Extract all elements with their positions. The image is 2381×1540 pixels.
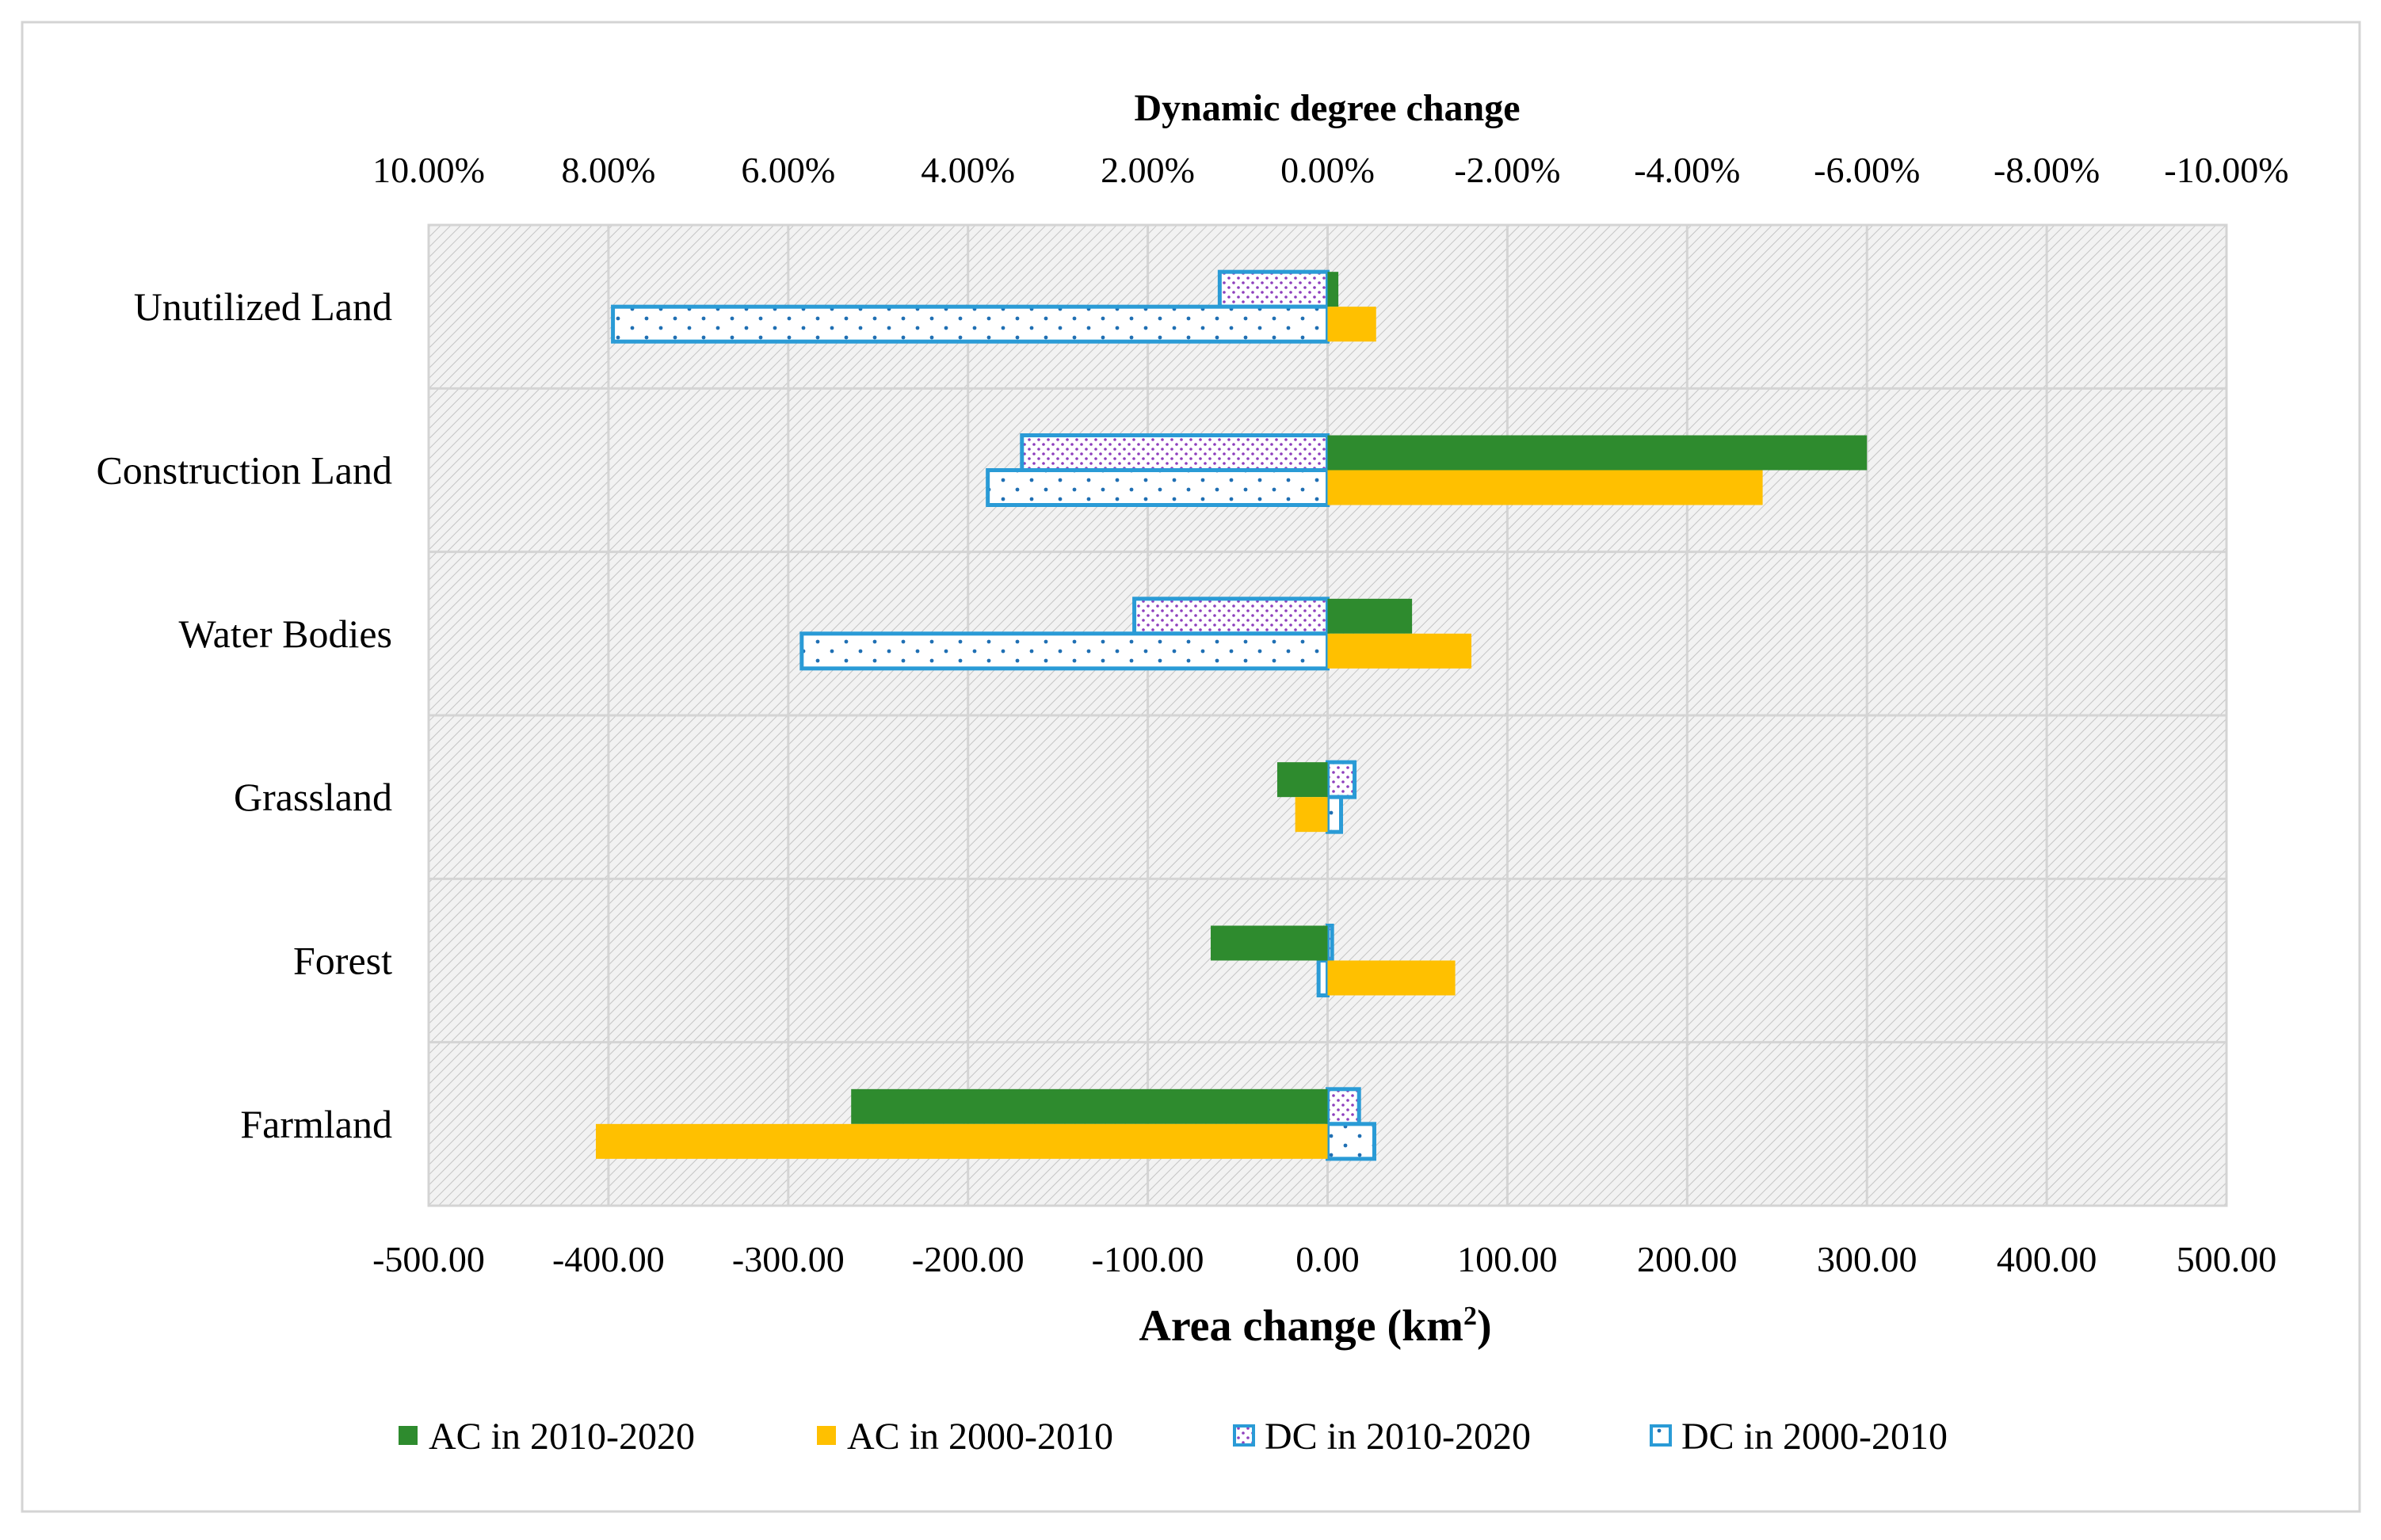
x-axis-tick-labels: -500.00 -400.00 -300.00 -200.00 -100.00 0.00 1… <box>372 1239 2276 1279</box>
top-tick-label: -10.00% <box>2164 150 2288 190</box>
legend-swatch <box>1650 1424 1672 1447</box>
bar-dc-2010-2020 <box>1217 269 1330 309</box>
bar-dc-2000-2010 <box>1326 795 1344 834</box>
x-tick-label: 100.00 <box>1457 1239 1558 1279</box>
plot-area-border <box>427 223 2228 1207</box>
top-axis-tick-labels: 10.00% 8.00% 6.00% 4.00% 2.00% 0.00% -2.00% -4.… <box>372 150 2288 190</box>
legend-label: AC in 2000-2010 <box>847 1416 1113 1458</box>
x-axis-title-sup: 2 <box>1463 1302 1477 1331</box>
x-tick-label: 400.00 <box>1997 1239 2097 1279</box>
bar-ac-2000-2010 <box>1327 307 1376 342</box>
bar-ac-2000-2010 <box>1327 960 1456 996</box>
x-tick-label: -500.00 <box>372 1239 485 1279</box>
x-tick-label: 300.00 <box>1817 1239 1917 1279</box>
category-label: Water Bodies <box>178 612 392 656</box>
legend-swatch <box>1233 1424 1255 1447</box>
top-tick-label: -4.00% <box>1634 150 1740 190</box>
bar-dc-2010-2020 <box>1020 433 1330 472</box>
bar-ac-2000-2010 <box>1295 797 1328 833</box>
bar-dc-2000-2010 <box>611 304 1330 344</box>
bar-dc-2010-2020 <box>1326 924 1334 962</box>
bar-dc-2010-2020 <box>1326 1087 1361 1126</box>
top-tick-label: 8.00% <box>561 150 655 190</box>
top-tick-label: -6.00% <box>1814 150 1920 190</box>
bar-dc-2010-2020 <box>1326 760 1357 799</box>
x-tick-label: -300.00 <box>732 1239 845 1279</box>
x-tick-label: 0.00 <box>1295 1239 1360 1279</box>
bar-ac-2000-2010 <box>596 1123 1328 1159</box>
bar-ac-2010-2020 <box>1276 762 1328 798</box>
legend-swatch <box>817 1426 836 1445</box>
bar-ac-2010-2020 <box>1211 925 1328 961</box>
bar-dc-2000-2010 <box>986 468 1330 507</box>
x-tick-label: -400.00 <box>552 1239 665 1279</box>
category-label: Forest <box>293 939 392 983</box>
top-tick-label: 4.00% <box>921 150 1015 190</box>
grid-lines <box>429 225 2226 1206</box>
category-label: Construction Land <box>96 448 392 493</box>
legend-label: DC in 2000-2010 <box>1681 1416 1948 1458</box>
bars-group <box>596 269 1868 1161</box>
top-axis-title: Dynamic degree change <box>1134 87 1520 129</box>
category-label: Unutilized Land <box>134 284 392 329</box>
x-tick-label: 500.00 <box>2177 1239 2277 1279</box>
bar-ac-2000-2010 <box>1327 470 1763 505</box>
x-axis-title-main: Area change (km <box>1139 1302 1463 1351</box>
category-label: Grassland <box>234 775 392 819</box>
top-tick-label: -8.00% <box>1994 150 2100 190</box>
x-axis-title-end: ) <box>1477 1302 1492 1351</box>
bar-dc-2000-2010 <box>1326 1122 1376 1161</box>
category-label: Farmland <box>240 1102 392 1146</box>
top-tick-label: 2.00% <box>1101 150 1195 190</box>
legend-label: AC in 2010-2020 <box>429 1416 695 1458</box>
top-tick-label: 10.00% <box>372 150 485 190</box>
bar-dc-2000-2010 <box>799 631 1330 671</box>
bar-ac-2010-2020 <box>851 1088 1328 1124</box>
bar-dc-2010-2020 <box>1132 597 1330 636</box>
bar-ac-2010-2020 <box>1327 435 1868 471</box>
legend-label: DC in 2010-2020 <box>1265 1416 1531 1458</box>
x-axis-title: Area change (km2) <box>1139 1302 1491 1351</box>
x-tick-label: -200.00 <box>912 1239 1025 1279</box>
x-tick-label: 200.00 <box>1637 1239 1738 1279</box>
category-labels: Unutilized Land Construction Land Water Bo… <box>96 284 392 1146</box>
legend-swatch <box>399 1426 418 1445</box>
bar-ac-2010-2020 <box>1327 272 1339 307</box>
top-tick-label: -2.00% <box>1454 150 1560 190</box>
top-tick-label: 0.00% <box>1280 150 1375 190</box>
top-tick-label: 6.00% <box>741 150 835 190</box>
bar-ac-2010-2020 <box>1327 598 1413 634</box>
legend: AC in 2010-2020 AC in 2000-2010 DC in 2010… <box>399 1416 1948 1458</box>
bar-dc-2000-2010 <box>1316 959 1330 997</box>
x-tick-label: -100.00 <box>1092 1239 1204 1279</box>
bar-ac-2000-2010 <box>1327 633 1472 669</box>
